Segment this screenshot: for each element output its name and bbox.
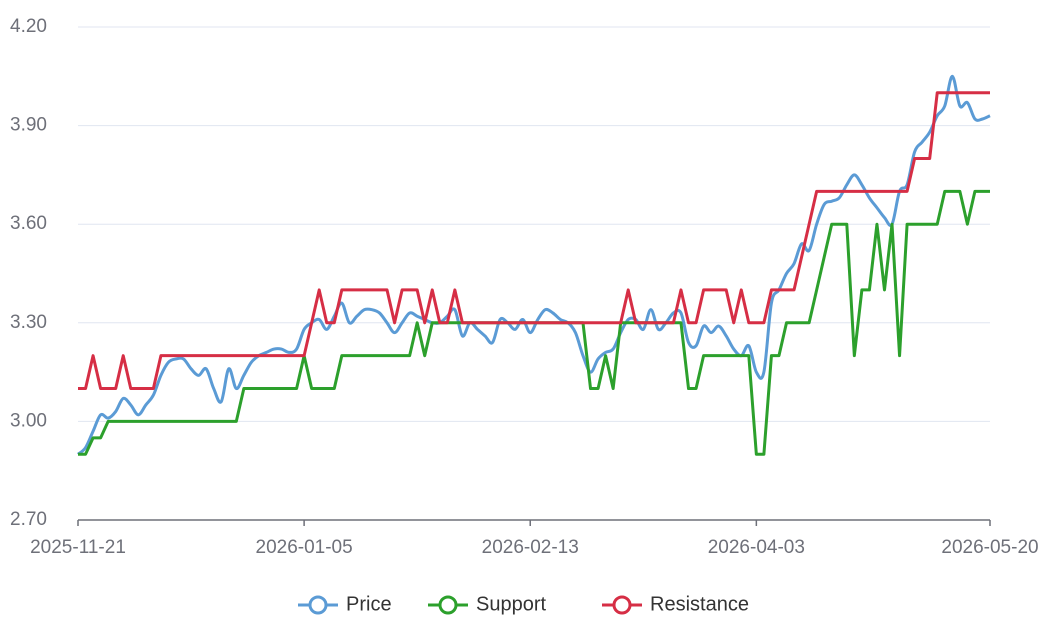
x-tick-label: 2026-05-20 bbox=[941, 537, 1038, 558]
y-tick-label: 3.00 bbox=[10, 410, 47, 431]
legend-item: Resistance bbox=[602, 593, 749, 615]
x-tick-label: 2025-11-21 bbox=[30, 537, 126, 558]
y-tick-label: 3.60 bbox=[10, 213, 47, 234]
legend-marker bbox=[612, 595, 632, 615]
legend-item: Support bbox=[428, 593, 546, 615]
series-line bbox=[78, 91, 990, 391]
y-tick-label: 2.70 bbox=[10, 509, 47, 530]
legend-label: Price bbox=[346, 593, 392, 615]
x-tick-label: 2026-01-05 bbox=[256, 537, 353, 558]
series-line bbox=[77, 74, 991, 456]
y-tick-label: 3.30 bbox=[10, 312, 47, 333]
legend-marker bbox=[308, 595, 328, 615]
y-tick-label: 4.20 bbox=[10, 16, 47, 37]
x-tick-label: 2026-04-03 bbox=[708, 537, 805, 558]
legend-label: Resistance bbox=[650, 593, 749, 615]
x-tick-label: 2026-02-13 bbox=[482, 537, 579, 558]
y-tick-label: 3.90 bbox=[10, 115, 47, 136]
legend-item: Price bbox=[298, 593, 392, 615]
legend-marker bbox=[438, 595, 458, 615]
legend-label: Support bbox=[476, 593, 546, 615]
